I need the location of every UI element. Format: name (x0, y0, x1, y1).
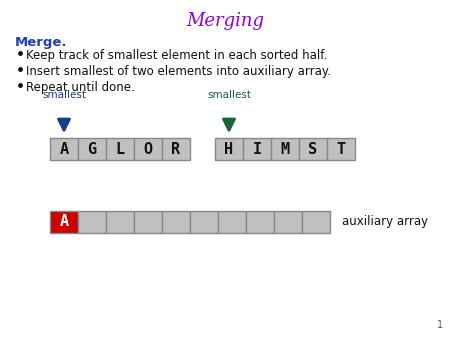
Bar (215, 138, 243, 160)
Text: I: I (252, 142, 261, 156)
Bar (218, 211, 246, 233)
Text: M: M (280, 142, 289, 156)
Bar (271, 138, 299, 160)
Bar (78, 138, 106, 160)
Text: A: A (59, 142, 68, 156)
Bar (162, 138, 190, 160)
Bar (106, 138, 134, 160)
Text: 1: 1 (437, 320, 443, 330)
Text: T: T (337, 142, 346, 156)
Bar (274, 211, 302, 233)
Text: A: A (59, 215, 68, 230)
Bar (134, 211, 162, 233)
Text: Merge.: Merge. (15, 36, 68, 49)
Text: H: H (225, 142, 234, 156)
Bar (190, 211, 218, 233)
Bar (106, 211, 134, 233)
Bar (243, 138, 271, 160)
Bar (327, 138, 355, 160)
Bar (162, 211, 190, 233)
Text: Merging: Merging (186, 12, 264, 30)
Text: S: S (308, 142, 318, 156)
Text: R: R (171, 142, 180, 156)
Bar (50, 211, 78, 233)
Text: auxiliary array: auxiliary array (342, 216, 428, 228)
Text: smallest: smallest (207, 90, 251, 100)
Text: smallest: smallest (42, 90, 86, 100)
Bar (299, 138, 327, 160)
Bar (302, 211, 330, 233)
Bar (246, 211, 274, 233)
Text: Keep track of smallest element in each sorted half.: Keep track of smallest element in each s… (26, 49, 327, 62)
Bar (78, 211, 106, 233)
Text: O: O (144, 142, 153, 156)
Bar (50, 138, 78, 160)
Bar (134, 138, 162, 160)
Text: Insert smallest of two elements into auxiliary array.: Insert smallest of two elements into aux… (26, 65, 331, 78)
Text: Repeat until done.: Repeat until done. (26, 81, 135, 94)
Text: L: L (116, 142, 125, 156)
Text: G: G (87, 142, 97, 156)
